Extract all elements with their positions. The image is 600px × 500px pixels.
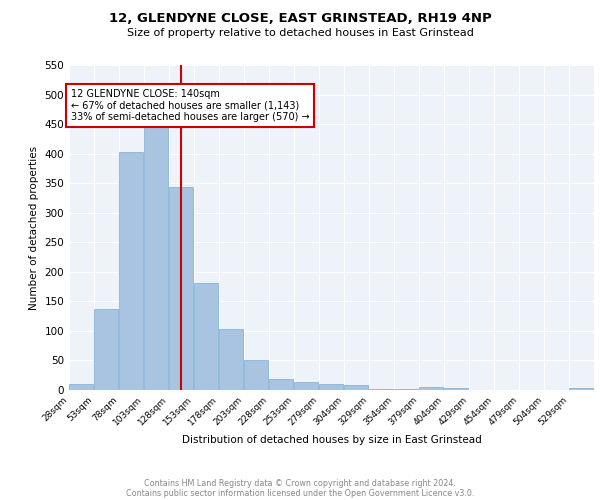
Text: 12, GLENDYNE CLOSE, EAST GRINSTEAD, RH19 4NP: 12, GLENDYNE CLOSE, EAST GRINSTEAD, RH19… bbox=[109, 12, 491, 26]
Bar bbox=[144, 126, 168, 390]
Bar bbox=[119, 152, 143, 390]
Bar bbox=[244, 360, 268, 390]
Bar bbox=[194, 283, 218, 390]
Bar bbox=[69, 384, 93, 390]
Text: 12 GLENDYNE CLOSE: 140sqm
← 67% of detached houses are smaller (1,143)
33% of se: 12 GLENDYNE CLOSE: 140sqm ← 67% of detac… bbox=[71, 88, 310, 122]
Bar bbox=[569, 388, 593, 390]
Bar bbox=[344, 384, 368, 390]
Bar bbox=[269, 380, 293, 390]
Text: Contains HM Land Registry data © Crown copyright and database right 2024.: Contains HM Land Registry data © Crown c… bbox=[144, 478, 456, 488]
Bar bbox=[369, 389, 393, 390]
Text: Contains public sector information licensed under the Open Government Licence v3: Contains public sector information licen… bbox=[126, 488, 474, 498]
Bar bbox=[294, 382, 318, 390]
Bar bbox=[219, 329, 243, 390]
X-axis label: Distribution of detached houses by size in East Grinstead: Distribution of detached houses by size … bbox=[182, 436, 481, 446]
Text: Size of property relative to detached houses in East Grinstead: Size of property relative to detached ho… bbox=[127, 28, 473, 38]
Bar bbox=[319, 384, 343, 390]
Y-axis label: Number of detached properties: Number of detached properties bbox=[29, 146, 39, 310]
Bar bbox=[444, 388, 468, 390]
Bar bbox=[419, 387, 443, 390]
Bar bbox=[169, 188, 193, 390]
Bar bbox=[94, 309, 118, 390]
